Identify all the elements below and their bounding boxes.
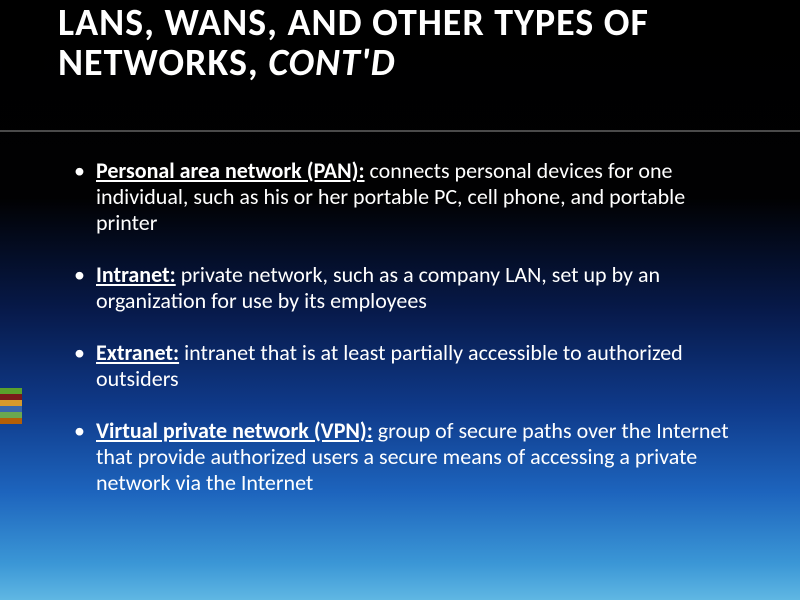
slide-title: LANS, WANS, AND OTHER TYPES OF NETWORKS,…: [58, 4, 760, 84]
term: Personal area network (PAN):: [96, 157, 365, 184]
left-accent-bars: [0, 388, 22, 424]
slide: LANS, WANS, AND OTHER TYPES OF NETWORKS,…: [0, 0, 800, 600]
title-block: LANS, WANS, AND OTHER TYPES OF NETWORKS,…: [58, 4, 760, 84]
definition: intranet that is at least partially acce…: [96, 339, 683, 392]
list-item: Extranet: intranet that is at least part…: [74, 340, 750, 392]
title-contd: CONT'D: [268, 40, 395, 86]
term: Intranet:: [96, 261, 176, 288]
list-item: Virtual private network (VPN): group of …: [74, 418, 750, 496]
term: Extranet:: [96, 339, 179, 366]
list-item: Intranet: private network, such as a com…: [74, 262, 750, 314]
accent-bar: [0, 418, 22, 424]
bullet-list: Personal area network (PAN): connects pe…: [74, 158, 750, 522]
definition: private network, such as a company LAN, …: [96, 261, 660, 314]
term: Virtual private network (VPN):: [96, 417, 373, 444]
list-item: Personal area network (PAN): connects pe…: [74, 158, 750, 236]
title-underline: [0, 130, 800, 132]
title-decorator-square: [2, 28, 44, 70]
